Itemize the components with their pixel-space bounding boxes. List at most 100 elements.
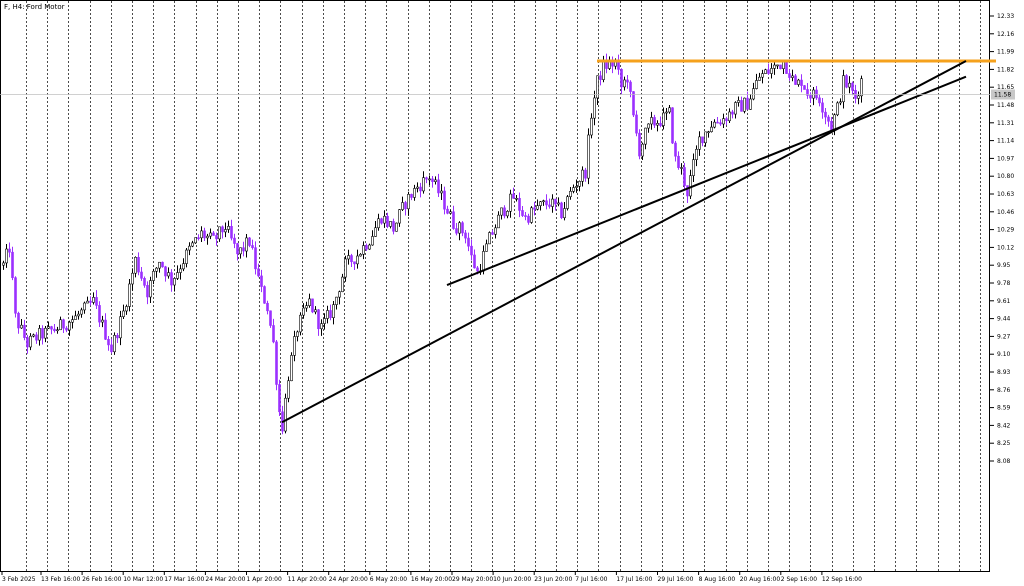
candle-body: [209, 232, 212, 237]
candle-body: [167, 272, 170, 277]
candle-body: [107, 339, 110, 346]
y-tick-label: 9.95: [997, 262, 1011, 269]
candle-body: [593, 97, 596, 119]
candle-body: [644, 127, 647, 145]
candle-body: [572, 187, 575, 192]
candle-body: [140, 271, 143, 279]
candle-body: [314, 309, 317, 313]
candle-body: [311, 298, 314, 313]
candle-body: [698, 136, 701, 150]
x-tick-label: 26 Feb 16:00: [82, 576, 122, 583]
candle-body: [449, 211, 452, 214]
candle-body: [263, 286, 266, 304]
y-tick-label: 12.16: [997, 31, 1014, 38]
candle-body: [80, 309, 83, 315]
candle-body: [653, 117, 656, 126]
candle-body: [377, 218, 380, 229]
candle-body: [32, 334, 35, 337]
y-tick-label: 11.99: [997, 49, 1014, 56]
candle-body: [305, 305, 308, 309]
candle-body: [443, 190, 446, 210]
candle-body: [380, 218, 383, 224]
candle-body: [8, 248, 11, 253]
candle-body: [521, 210, 524, 216]
candle-body: [242, 247, 245, 252]
candle-body: [851, 82, 854, 91]
candle-body: [410, 194, 413, 198]
candle-body: [620, 69, 623, 88]
y-tick-label: 11.48: [997, 102, 1014, 109]
candle-body: [125, 306, 128, 312]
candle-body: [752, 88, 755, 100]
candle-body: [194, 237, 197, 244]
candle-body: [821, 102, 824, 113]
candle-body: [554, 198, 557, 205]
candle-body: [824, 111, 827, 118]
candle-body: [590, 117, 593, 136]
candle-body: [188, 245, 191, 251]
candle-body: [278, 384, 281, 413]
trendlines-layer[interactable]: [281, 59, 996, 424]
candle-body: [401, 202, 404, 210]
candle-body: [308, 298, 311, 306]
candle-body: [41, 328, 44, 339]
candle-body: [548, 204, 551, 207]
candle-body: [668, 107, 671, 113]
candle-body: [485, 243, 488, 252]
candle-body: [539, 201, 542, 206]
candle-body: [560, 202, 563, 219]
y-tick-label: 9.44: [997, 316, 1011, 323]
x-tick-label: 10 Jun 20:00: [493, 576, 531, 583]
candle-body: [638, 132, 641, 157]
y-axis: 12.33 12.16 11.99 11.82 11.65 11.48 11.31 11.14…: [0, 13, 1015, 465]
candle-body: [515, 197, 518, 200]
candle-body: [347, 255, 350, 260]
candle-body: [509, 193, 512, 212]
candle-body: [248, 237, 251, 246]
candle-body: [233, 237, 236, 244]
candle-body: [704, 131, 707, 144]
candle-body: [398, 209, 401, 224]
candle-body: [791, 75, 794, 78]
candle-body: [74, 315, 77, 320]
candle-body: [569, 191, 572, 198]
candle-body: [353, 261, 356, 265]
candle-body: [803, 85, 806, 90]
candle-body: [626, 79, 629, 83]
candle-body: [815, 89, 818, 99]
candle-body: [179, 268, 182, 273]
candle-body: [212, 232, 215, 236]
grid-layer: [26, 1, 981, 572]
candle-body: [446, 208, 449, 214]
candle-body: [59, 319, 62, 331]
y-tick-label: 10.80: [997, 173, 1014, 180]
candle-body: [329, 310, 332, 318]
candle-body: [335, 296, 338, 305]
candle-body: [272, 325, 275, 343]
candle-body: [746, 97, 749, 110]
candle-body: [266, 302, 269, 312]
candle-body: [734, 102, 737, 115]
candle-body: [413, 188, 416, 198]
x-tick-label: 7 Jul 16:00: [575, 576, 607, 583]
candle-body: [632, 91, 635, 116]
candle-body: [647, 123, 650, 129]
candle-body: [113, 335, 116, 353]
candle-body: [146, 285, 149, 298]
candle-body: [812, 89, 815, 99]
candle-body: [386, 215, 389, 227]
x-tick-label: 10 Mar 12:00: [123, 576, 163, 583]
candle-body: [152, 270, 155, 281]
candle-body: [395, 222, 398, 232]
candle-body: [296, 331, 299, 337]
candle-body: [728, 111, 731, 122]
candle-body: [773, 64, 776, 69]
candle-body: [416, 186, 419, 189]
x-tick-label: 16 May 20:00: [411, 576, 452, 583]
candle-body: [83, 302, 86, 311]
candle-body: [224, 229, 227, 233]
candle-body: [287, 380, 290, 399]
y-tick-label: 8.25: [997, 440, 1011, 447]
candle-body: [494, 227, 497, 235]
